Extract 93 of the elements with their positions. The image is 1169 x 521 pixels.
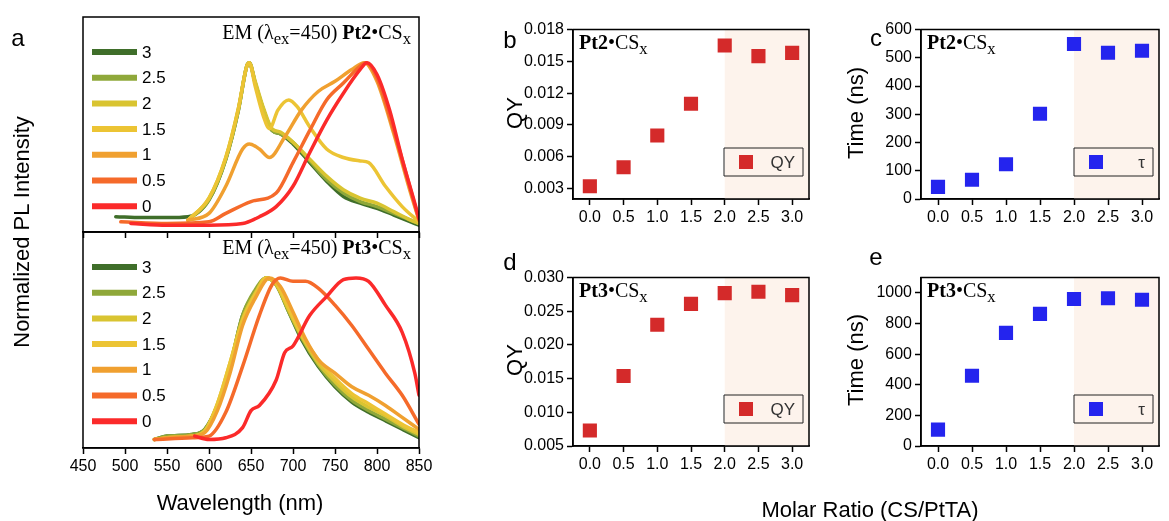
x-tick-label: 0.5 — [960, 455, 984, 473]
x-tick-label: 850 — [405, 457, 433, 475]
y-tick-label: 0 — [903, 436, 913, 454]
x-tick-label: 0.0 — [926, 455, 950, 473]
x-tick-label: 1.0 — [646, 455, 669, 473]
y-tick-label: 0.030 — [523, 268, 565, 286]
y-tick-label: 200 — [885, 132, 913, 150]
legend-label: 1.5 — [142, 334, 166, 354]
x-tick-label: 2.5 — [747, 455, 770, 473]
y-tick-label: 0.003 — [523, 178, 565, 196]
y-axis-title: Time (ns) — [843, 313, 868, 407]
annotation: Pt3•CS$_{x}$ — [927, 279, 996, 306]
y-tick-label: 500 — [885, 48, 913, 66]
x-tick-label: 0.5 — [612, 455, 635, 473]
legend-label: QY — [770, 152, 795, 172]
y-tick-label: 0 — [903, 189, 913, 207]
legend-label: 1 — [142, 360, 152, 380]
y-axis-title: Normalized PL Intensity — [9, 116, 34, 348]
legend-label: 3 — [142, 42, 152, 62]
x-tick-label: 3.0 — [1130, 208, 1154, 226]
legend-label: 1 — [142, 145, 152, 165]
x-tick-label: 750 — [321, 457, 349, 475]
y-tick-label: 400 — [885, 76, 913, 94]
legend-label: τ — [1138, 152, 1146, 172]
y-tick-label: 400 — [885, 375, 913, 393]
y-tick-label: 0.010 — [523, 402, 565, 420]
chart-title: a — [11, 24, 25, 51]
legend-label: 2 — [142, 94, 152, 114]
x-tick-label: 2.5 — [1096, 208, 1120, 226]
y-tick-label: 300 — [885, 104, 913, 122]
x-tick-label: 500 — [111, 457, 139, 475]
chart-title: d — [503, 248, 517, 275]
x-tick-label: 550 — [153, 457, 181, 475]
x-tick-label: 2.0 — [713, 208, 736, 226]
y-tick-label: 0.006 — [523, 147, 565, 165]
legend-label: 0 — [142, 411, 152, 431]
chart-title: c — [870, 24, 882, 51]
y-tick-label: 0.025 — [523, 301, 565, 319]
legend-label: τ — [1138, 399, 1146, 419]
y-tick-label: 100 — [885, 161, 913, 179]
legend-label: 1.5 — [142, 119, 166, 139]
x-tick-label: 0.0 — [926, 208, 950, 226]
x-tick-label: 3.0 — [781, 208, 804, 226]
y-tick-label: 0.018 — [523, 20, 565, 38]
legend-label: 0.5 — [142, 386, 166, 406]
chart-title: b — [503, 26, 517, 53]
y-tick-label: 1000 — [876, 283, 913, 301]
x-tick-label: 0.0 — [578, 455, 602, 473]
chart-title: e — [869, 243, 883, 270]
legend-label: QY — [770, 399, 795, 419]
x-tick-label: 450 — [69, 457, 97, 475]
legend-label: 2.5 — [142, 283, 166, 303]
x-axis-title: Wavelength (nm) — [156, 490, 324, 515]
legend-label: 0.5 — [142, 171, 166, 191]
x-tick-label: 1.5 — [1028, 455, 1052, 473]
x-tick-label: 0.0 — [578, 208, 602, 226]
x-tick-label: 600 — [195, 457, 223, 475]
y-tick-label: 0.012 — [523, 83, 565, 101]
x-axis-title: Molar Ratio (CS/PtTA) — [761, 497, 979, 521]
x-tick-label: 0.5 — [960, 208, 984, 226]
x-tick-label: 1.5 — [679, 455, 703, 473]
y-tick-label: 600 — [885, 20, 913, 38]
x-tick-label: 650 — [237, 457, 265, 475]
x-tick-label: 2.0 — [713, 455, 736, 473]
x-tick-label: 3.0 — [1130, 455, 1154, 473]
x-tick-label: 2.0 — [1062, 455, 1086, 473]
x-tick-label: 2.0 — [1062, 208, 1086, 226]
y-tick-label: 0.005 — [523, 436, 565, 454]
x-tick-label: 1.0 — [994, 208, 1018, 226]
y-tick-label: 0.015 — [523, 51, 565, 69]
x-tick-label: 1.5 — [1028, 208, 1052, 226]
x-tick-label: 1.5 — [679, 208, 703, 226]
x-tick-label: 1.0 — [994, 455, 1018, 473]
legend-label: 0 — [142, 196, 152, 216]
legend-label: 2.5 — [142, 68, 166, 88]
legend-label: 3 — [142, 257, 152, 277]
legend-label: 2 — [142, 309, 152, 329]
annotation: Pt2•CS$_{x}$ — [579, 31, 648, 58]
y-tick-label: 200 — [885, 405, 913, 423]
x-tick-label: 1.0 — [646, 208, 669, 226]
x-tick-label: 700 — [279, 457, 307, 475]
annotation: Pt2•CS$_{x}$ — [927, 31, 996, 58]
text: EM (λ$_{ex}$=450) Pt2•CS$_{x}$ — [222, 21, 411, 48]
x-tick-label: 0.5 — [612, 208, 635, 226]
y-tick-label: 800 — [885, 313, 913, 331]
text: EM (λ$_{ex}$=450) Pt3•CS$_{x}$ — [222, 236, 411, 263]
x-tick-label: 800 — [363, 457, 391, 475]
x-tick-label: 3.0 — [781, 455, 804, 473]
x-tick-label: 2.5 — [1096, 455, 1120, 473]
x-tick-label: 2.5 — [747, 208, 770, 226]
y-axis-title: Time (ns) — [843, 66, 868, 160]
annotation: Pt3•CS$_{x}$ — [579, 279, 648, 306]
y-tick-label: 600 — [885, 344, 913, 362]
